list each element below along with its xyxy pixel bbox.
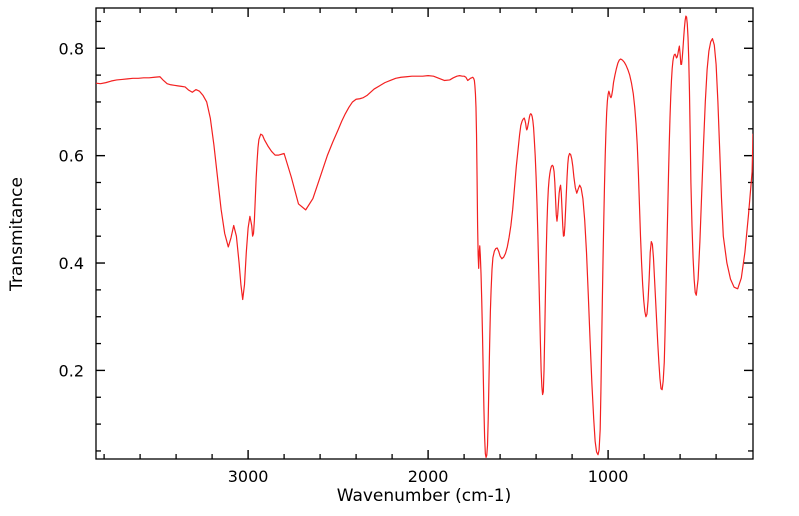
- y-tick-label: 0.8: [59, 39, 84, 58]
- y-tick-label: 0.4: [59, 254, 84, 273]
- plot-frame: [95, 7, 754, 460]
- x-tick-label: 2000: [408, 467, 449, 486]
- x-tick-label: 3000: [228, 467, 269, 486]
- x-axis-ticks: [103, 8, 717, 459]
- y-axis-title: Transmitance: [7, 177, 27, 292]
- y-tick-label: 0.2: [59, 361, 84, 380]
- x-axis-tick-labels: 3000 2000 1000: [228, 467, 629, 486]
- x-axis-title: Wavenumber (cm-1): [337, 486, 512, 506]
- x-tick-label: 1000: [588, 467, 629, 486]
- y-axis-ticks: [96, 20, 753, 452]
- spectrum-line: [96, 15, 753, 458]
- y-axis-tick-labels: 0.2 0.4 0.6 0.8: [59, 39, 84, 380]
- y-tick-label: 0.6: [59, 147, 84, 166]
- spectrum-series: [96, 15, 753, 458]
